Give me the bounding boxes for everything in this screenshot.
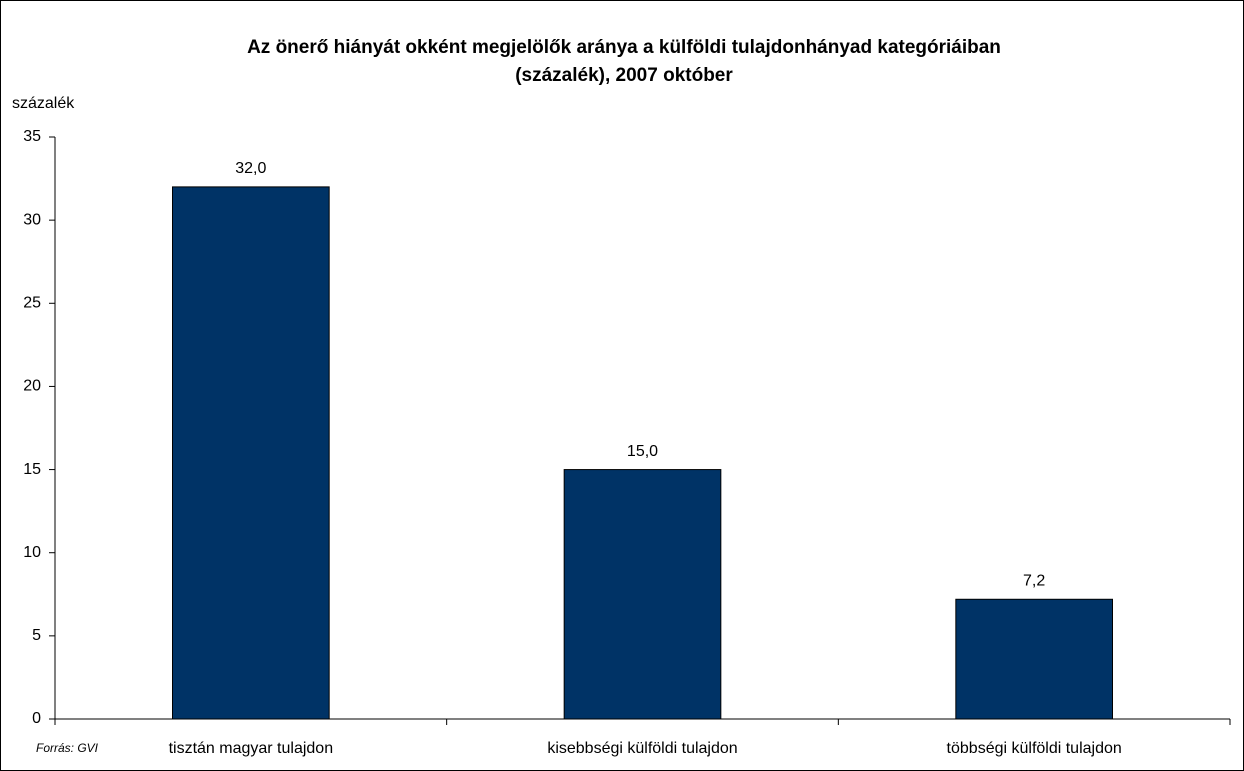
- value-label: 32,0: [235, 160, 266, 177]
- y-tick-label: 20: [23, 378, 41, 395]
- x-tick-label: tisztán magyar tulajdon: [169, 740, 334, 757]
- bar: [955, 598, 1113, 720]
- chart-title: (százalék), 2007 október: [515, 65, 733, 86]
- y-tick-label: 0: [32, 710, 41, 727]
- y-axis-label: százalék: [12, 95, 75, 112]
- y-tick-label: 25: [23, 295, 41, 312]
- value-label: 7,2: [1023, 572, 1045, 589]
- bar: [563, 469, 722, 720]
- y-tick-label: 10: [23, 544, 41, 561]
- y-tick-label: 5: [32, 627, 41, 644]
- source-note: Forrás: GVI: [36, 741, 99, 755]
- value-label: 15,0: [627, 443, 658, 460]
- chart-title: Az önerő hiányát okként megjelölők arány…: [247, 37, 1001, 58]
- y-tick-label: 15: [23, 461, 41, 478]
- bar: [172, 186, 330, 720]
- y-tick-label: 30: [23, 211, 41, 228]
- y-tick-label: 35: [23, 128, 41, 145]
- x-tick-label: kisebbségi külföldi tulajdon: [547, 740, 737, 757]
- x-tick-label: többségi külföldi tulajdon: [947, 740, 1122, 757]
